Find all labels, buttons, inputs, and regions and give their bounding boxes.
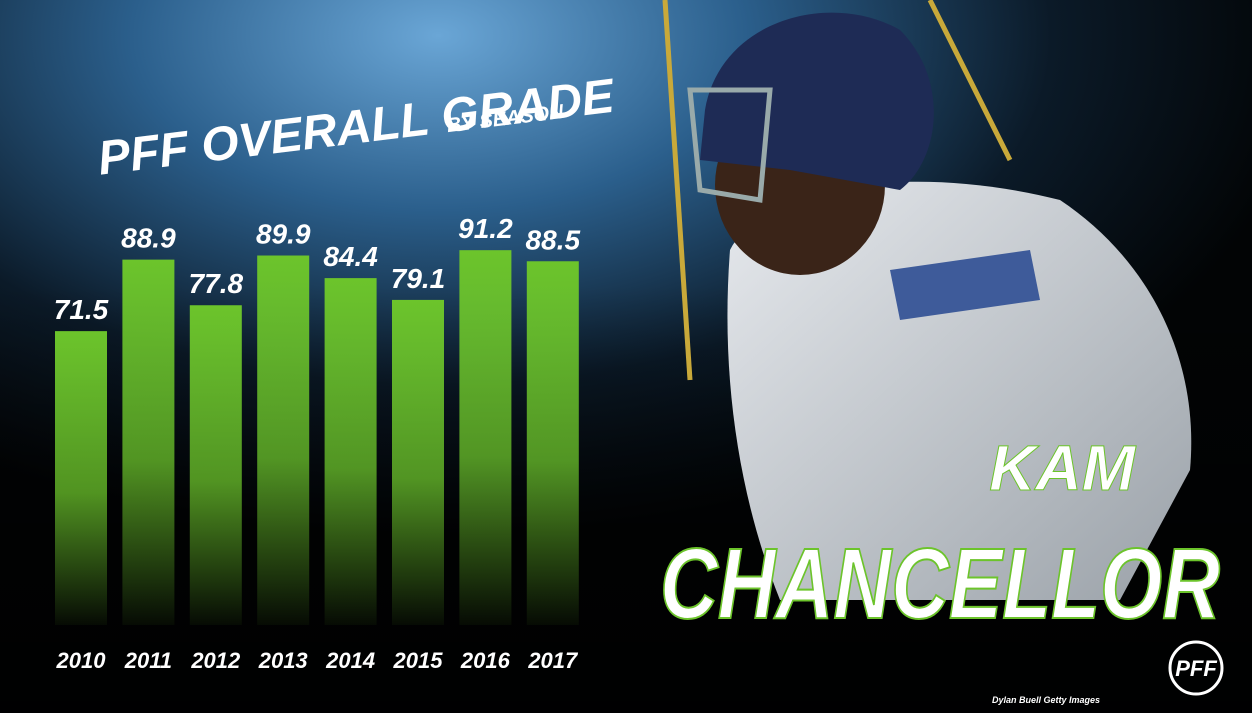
bar [122,259,175,625]
goal-post [662,0,693,381]
facemask [687,87,773,203]
x-tick-label: 2016 [460,648,511,673]
x-tick-label: 2014 [325,648,375,673]
bar [526,261,579,625]
player-photo [687,12,1192,600]
x-tick-label: 2013 [258,648,308,673]
helmet [700,12,934,191]
value-label: 89.9 [256,219,311,250]
value-label: 79.1 [391,263,446,294]
x-tick-label: 2012 [190,648,241,673]
bar [55,331,107,625]
bar [324,278,377,625]
logo-ring [1168,640,1224,696]
value-label: 88.9 [121,223,176,254]
value-label: 71.5 [54,294,109,325]
x-tick-label: 2010 [56,648,107,673]
logo: PFF [1175,656,1217,681]
player-first-name: KAM [989,432,1136,504]
value-label: 77.8 [189,268,244,299]
value-label: 91.2 [458,213,513,244]
goal-post [927,0,1013,162]
value-label: 88.5 [526,224,581,255]
bar [189,305,242,625]
x-tick-label: 2017 [527,648,579,673]
player-last-name: CHANCELLOR [660,528,1220,640]
jersey [727,181,1192,600]
value-label: 84.4 [323,241,378,272]
bar [257,255,310,626]
x-tick-label: 2011 [124,648,172,673]
bar [459,250,512,625]
photo-credit: Dylan Buell Getty Images [992,695,1100,705]
x-tick-label: 2015 [393,648,444,673]
bar [392,299,444,625]
jersey-stripe [890,250,1040,320]
